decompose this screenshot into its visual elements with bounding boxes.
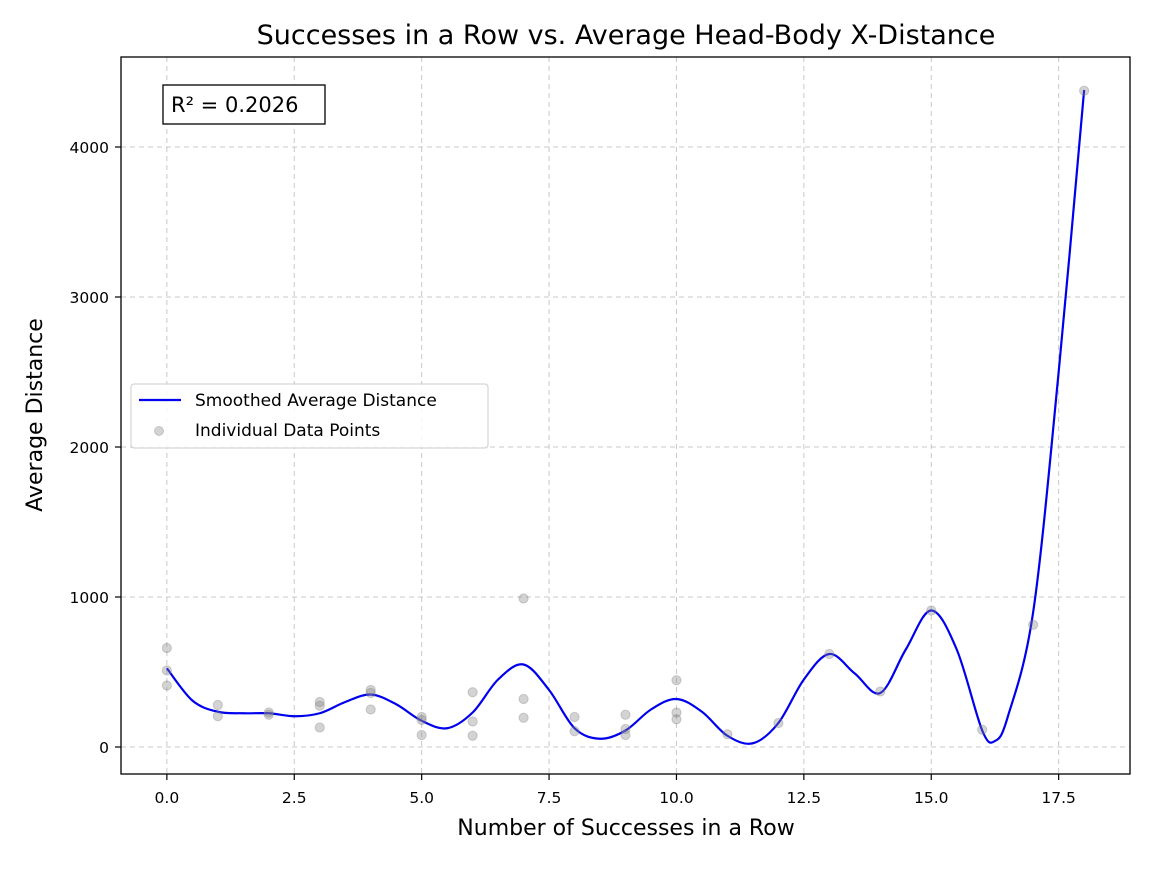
data-point [416,729,427,741]
grid [121,57,1130,774]
data-point [518,593,529,604]
x-tick-label: 10.0 [659,789,694,807]
legend-point-swatch [154,426,164,436]
x-tick-label: 0.0 [155,789,180,807]
data-point [518,693,529,705]
x-axis-ticks: 0.0 2.5 5.0 7.5 10.0 12.5 15.0 17.5 [155,774,1076,807]
x-tick-label: 12.5 [787,789,822,807]
data-point [161,665,172,676]
data-point [671,707,682,718]
r-squared-annotation: R² = 0.2026 [162,84,326,125]
y-tick-label: 3000 [70,289,109,307]
data-point [773,717,784,729]
y-tick-label: 2000 [70,439,109,457]
scatter-points-layer [161,85,1090,741]
x-tick-label: 2.5 [282,789,307,807]
data-point [1028,619,1039,630]
line-series-layer [165,89,1086,745]
data-point [722,729,733,740]
legend-label-points: Individual Data Points [195,421,380,441]
data-point [314,696,325,708]
y-tick-label: 0 [99,739,109,757]
data-point [518,712,529,723]
y-axis-label: Average Distance [23,318,48,512]
x-axis-label: Number of Successes in a Row [457,816,794,841]
data-point [314,722,325,733]
y-axis-ticks: 0 1000 2000 3000 4000 [70,139,121,757]
data-point [467,687,478,698]
data-point [620,729,631,741]
legend: Smoothed Average Distance Individual Dat… [130,383,489,449]
data-point [824,648,835,660]
data-point [263,707,274,718]
data-point [365,687,376,699]
y-tick-label: 4000 [70,139,109,157]
data-point [467,716,478,727]
data-point [569,711,580,723]
data-point [1079,85,1090,96]
data-point [467,730,478,741]
smoothed-line [165,89,1086,745]
data-point [314,700,325,711]
data-point [977,724,988,735]
plot-frame [120,56,1131,775]
data-point [161,680,172,691]
data-point [416,714,427,726]
x-tick-label: 7.5 [537,789,562,807]
annotation-text: R² = 0.2026 [171,93,298,117]
data-point [365,684,376,696]
data-point [365,704,376,715]
chart-title: Successes in a Row vs. Average Head-Body… [257,20,996,51]
data-point [569,726,580,737]
legend-label-smoothed: Smoothed Average Distance [195,391,437,411]
data-point [212,711,223,722]
data-point [161,642,172,654]
data-point [875,686,886,697]
y-tick-label: 1000 [70,589,109,607]
data-point [620,723,631,735]
data-point [620,709,631,720]
data-point [263,709,274,720]
annotation-box [162,84,326,125]
data-point [212,699,223,711]
data-point [926,605,937,616]
data-point [416,711,427,723]
x-tick-label: 15.0 [914,789,949,807]
data-point [671,675,682,686]
x-tick-label: 17.5 [1041,789,1076,807]
legend-box [130,383,489,449]
data-point [671,714,682,725]
x-tick-label: 5.0 [409,789,434,807]
